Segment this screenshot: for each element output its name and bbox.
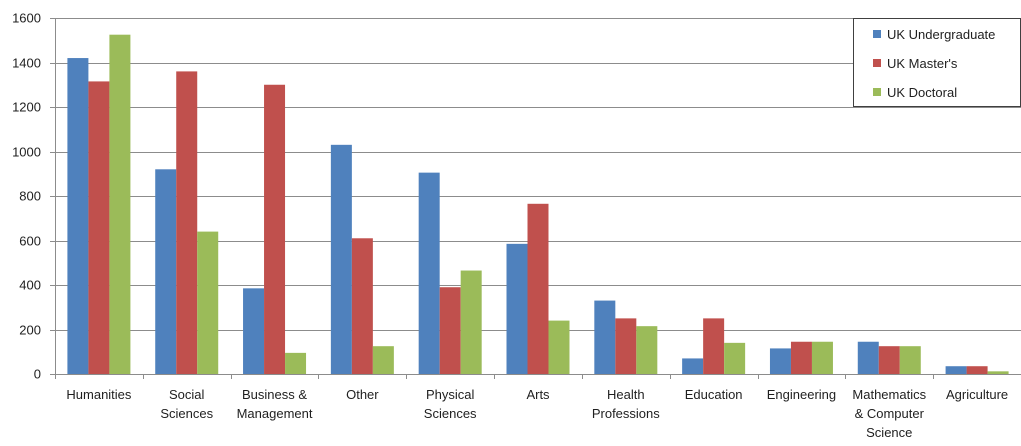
- y-tick-label: 400: [19, 278, 41, 293]
- bar: [460, 270, 482, 374]
- bar: [724, 342, 746, 374]
- bar: [330, 144, 352, 374]
- category-labels: Humanities Social Sciences Business & Manage…: [66, 387, 1008, 440]
- y-tick-label: 1600: [12, 11, 41, 26]
- bar: [594, 300, 616, 374]
- x-tick-label: Physical: [426, 387, 475, 402]
- bar: [548, 320, 570, 374]
- bar: [857, 341, 879, 374]
- x-tick-label: Arts: [526, 387, 550, 402]
- bar: [155, 169, 177, 374]
- x-tick-label: Sciences: [160, 406, 213, 421]
- bar: [264, 84, 286, 374]
- y-tick-label: 0: [34, 367, 41, 382]
- x-tick-label: Education: [685, 387, 743, 402]
- y-tick-labels: 0 200 400 600 800 1000 1200 1400 1600: [12, 11, 41, 382]
- x-tick-label: Agriculture: [946, 387, 1008, 402]
- bar: [769, 348, 791, 374]
- bar: [176, 71, 198, 375]
- bar: [811, 341, 833, 374]
- bar: [682, 358, 704, 374]
- legend-swatch: [873, 59, 881, 67]
- x-tick-label: Business &: [242, 387, 307, 402]
- y-tick-label: 1200: [12, 100, 41, 115]
- x-tick-label: Professions: [592, 406, 660, 421]
- y-tick-label: 200: [19, 323, 41, 338]
- bar: [243, 288, 265, 374]
- x-tick-label: Mathematics: [852, 387, 926, 402]
- bar: [285, 352, 307, 374]
- bar: [88, 81, 110, 374]
- bar: [351, 238, 373, 374]
- x-tick-label: Science: [866, 425, 912, 440]
- x-tick-label: Humanities: [66, 387, 132, 402]
- bar: [987, 371, 1009, 374]
- y-tick-label: 1400: [12, 56, 41, 71]
- bar: [790, 341, 812, 374]
- bar: [439, 287, 461, 374]
- legend: UK Undergraduate UK Master's UK Doctoral: [853, 18, 1021, 107]
- bar: [615, 318, 637, 374]
- y-tick-label: 800: [19, 189, 41, 204]
- legend-box: [853, 18, 1021, 107]
- bar: [109, 34, 131, 374]
- x-tick-label: Management: [237, 406, 313, 421]
- x-tick-label: Social: [169, 387, 205, 402]
- x-tick-label: Health: [607, 387, 645, 402]
- axes: [50, 18, 1021, 379]
- bar: [372, 346, 394, 374]
- y-tick-label: 1000: [12, 145, 41, 160]
- bar: [527, 203, 549, 374]
- x-tick-label: Engineering: [767, 387, 836, 402]
- bar: [878, 346, 900, 374]
- y-tick-label: 600: [19, 234, 41, 249]
- bar: [197, 231, 219, 374]
- legend-swatch: [873, 30, 881, 38]
- bars: [67, 34, 1009, 375]
- bar: [899, 346, 921, 374]
- bar: [636, 326, 658, 374]
- bar: [945, 366, 967, 374]
- legend-label: UK Doctoral: [887, 85, 957, 100]
- bar: [506, 243, 528, 374]
- bar: [966, 366, 988, 374]
- legend-swatch: [873, 88, 881, 96]
- legend-label: UK Master's: [887, 56, 958, 71]
- legend-label: UK Undergraduate: [887, 27, 995, 42]
- x-tick-label: Other: [346, 387, 379, 402]
- bar: [703, 318, 725, 374]
- x-tick-label: Sciences: [424, 406, 477, 421]
- bar: [418, 172, 440, 374]
- bar: [67, 58, 89, 375]
- x-tick-label: & Computer: [855, 406, 925, 421]
